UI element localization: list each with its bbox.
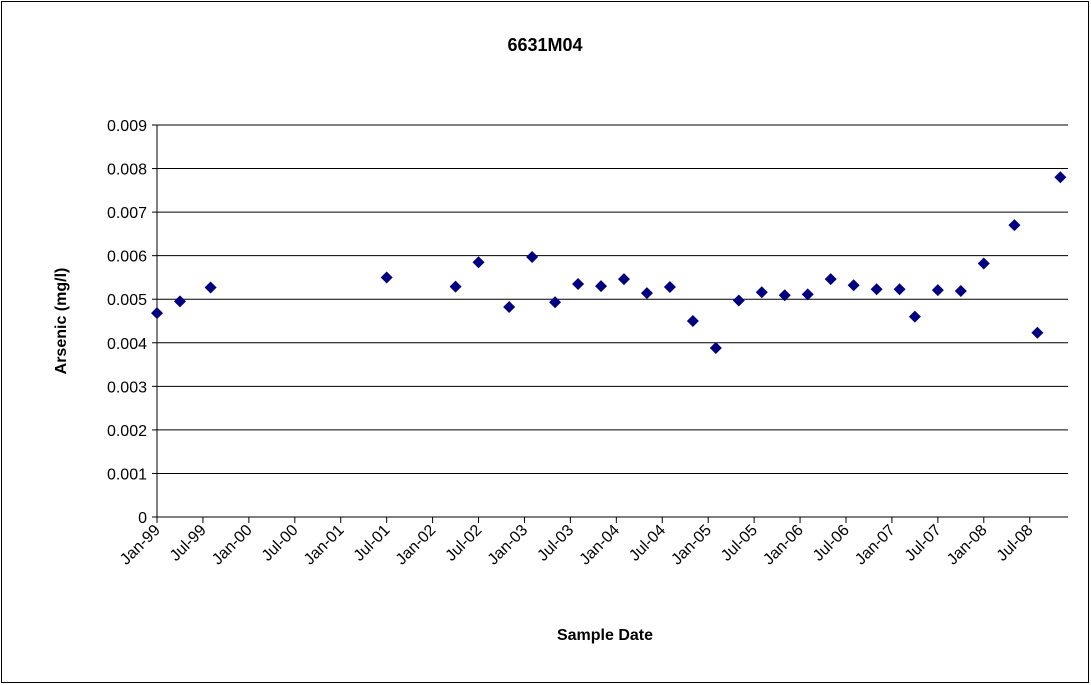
x-axis-label: Sample Date — [557, 627, 653, 644]
y-tick-label: 0 — [138, 510, 147, 527]
data-point — [709, 342, 722, 355]
data-point — [1008, 219, 1021, 232]
data-point — [977, 257, 990, 270]
data-point — [472, 256, 485, 269]
data-point — [908, 310, 921, 323]
data-point — [173, 295, 186, 308]
data-point — [755, 286, 768, 299]
data-point — [686, 315, 699, 327]
data-point — [954, 284, 967, 297]
data-point — [847, 279, 860, 292]
chart-title: 6631M04 — [507, 35, 582, 55]
y-tick-label: 0.002 — [107, 423, 147, 440]
data-point — [151, 307, 163, 320]
y-tick-label: 0.006 — [107, 249, 147, 266]
data-point — [526, 250, 539, 263]
data-point — [204, 281, 217, 294]
data-point — [801, 288, 814, 301]
data-point — [893, 283, 906, 296]
data-point — [617, 273, 630, 286]
data-point — [572, 277, 585, 290]
data-point — [663, 281, 676, 294]
y-tick-label: 0.004 — [107, 336, 147, 353]
data-point — [380, 271, 393, 284]
data-point — [824, 273, 837, 286]
data-point — [595, 280, 608, 293]
y-tick-label: 0.005 — [107, 292, 147, 309]
data-point — [640, 287, 653, 300]
data-point — [732, 294, 745, 307]
data-point — [1031, 326, 1044, 339]
y-tick-label: 0.003 — [107, 379, 147, 396]
data-point — [870, 283, 883, 296]
y-tick-label: 0.008 — [107, 162, 147, 179]
data-point — [449, 280, 462, 293]
y-axis-label: Arsenic (mg/l) — [53, 268, 70, 375]
data-point — [778, 289, 791, 302]
data-point — [549, 296, 562, 309]
y-tick-label: 0.009 — [107, 118, 147, 135]
y-tick-label: 0.007 — [107, 205, 147, 222]
data-point — [931, 284, 944, 297]
y-tick-label: 0.001 — [107, 466, 147, 483]
data-point — [503, 301, 516, 314]
data-point — [1054, 171, 1067, 184]
